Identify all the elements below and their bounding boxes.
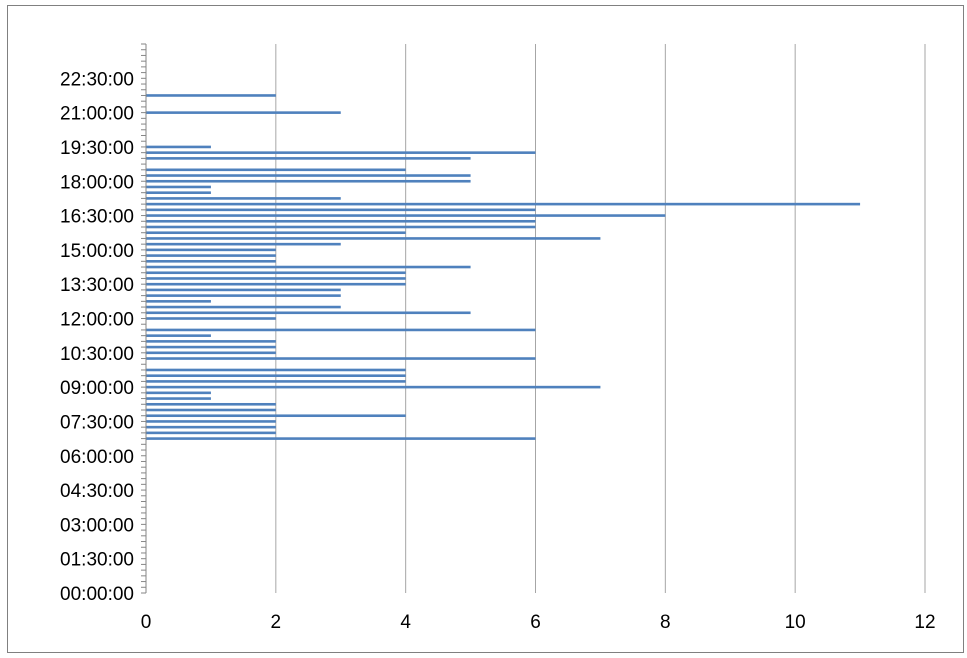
chart-svg: 0 2 4 6 8 10 12 00:00:00 01:30:00 03:00:00 04:30:0… bbox=[60, 43, 936, 633]
x-tick-label-4: 4 bbox=[400, 612, 411, 633]
bar-1700 bbox=[146, 202, 861, 206]
bar-1815 bbox=[146, 174, 471, 177]
bar-0915 bbox=[146, 380, 406, 383]
bar-1230 bbox=[146, 305, 341, 309]
x-tick-label-12: 12 bbox=[914, 612, 935, 633]
bar-1300 bbox=[146, 294, 341, 297]
bar-1315 bbox=[146, 288, 341, 292]
bar-0700 bbox=[146, 431, 276, 435]
bar-1400 bbox=[146, 271, 406, 275]
bar-0815 bbox=[146, 402, 276, 406]
bar-0745 bbox=[146, 414, 406, 418]
y-tick-label-013000: 01:30:00 bbox=[60, 550, 134, 571]
tick-labels: 0 2 4 6 8 10 12 00:00:00 01:30:00 03:00:00 04:30:0… bbox=[60, 69, 936, 633]
bar-0800 bbox=[146, 408, 276, 412]
axes bbox=[141, 43, 147, 594]
y-tick-label-030000: 03:00:00 bbox=[60, 515, 134, 536]
y-tick-label-060000: 06:00:00 bbox=[60, 447, 134, 468]
y-tick-label-103000: 10:30:00 bbox=[60, 344, 134, 365]
y-tick-label-090000: 09:00:00 bbox=[60, 378, 134, 399]
bar-1115 bbox=[146, 334, 211, 337]
y-tick-label-000000: 00:00:00 bbox=[60, 584, 134, 605]
bar-1415 bbox=[146, 265, 471, 269]
bar-2145 bbox=[146, 94, 276, 97]
bar-1800 bbox=[146, 179, 471, 183]
y-tick-label-120000: 12:00:00 bbox=[60, 310, 134, 331]
bar-1645 bbox=[146, 208, 536, 212]
y-tick-label-163000: 16:30:00 bbox=[60, 207, 134, 228]
bar-1130 bbox=[146, 328, 536, 332]
y-tick-label-223000: 22:30:00 bbox=[60, 69, 134, 90]
bar-1615 bbox=[146, 219, 536, 223]
bar-1530 bbox=[146, 237, 601, 240]
x-tick-label-8: 8 bbox=[660, 612, 671, 633]
bar-1215 bbox=[146, 311, 471, 315]
y-tick-label-043000: 04:30:00 bbox=[60, 481, 134, 502]
bar-1515 bbox=[146, 242, 341, 246]
bar-1715 bbox=[146, 197, 341, 200]
bar-0945 bbox=[146, 368, 406, 372]
bar-1245 bbox=[146, 300, 211, 303]
bar-0900 bbox=[146, 385, 601, 389]
x-tick-label-2: 2 bbox=[271, 612, 282, 633]
bar-1600 bbox=[146, 225, 536, 229]
x-tick-label-10: 10 bbox=[785, 612, 806, 633]
bar-1900 bbox=[146, 157, 471, 160]
bar-0715 bbox=[146, 425, 276, 429]
y-tick-label-210000: 21:00:00 bbox=[60, 104, 134, 125]
y-tick-label-150000: 15:00:00 bbox=[60, 241, 134, 262]
bar-1330 bbox=[146, 282, 406, 286]
bar-1745 bbox=[146, 185, 211, 189]
bar-0730 bbox=[146, 420, 276, 423]
bar-1545 bbox=[146, 231, 406, 235]
x-tick-label-0: 0 bbox=[141, 612, 152, 633]
gridlines bbox=[275, 44, 926, 593]
bar-1630 bbox=[146, 214, 666, 217]
bars bbox=[146, 94, 861, 440]
y-tick-label-193000: 19:30:00 bbox=[60, 138, 134, 159]
bar-1445 bbox=[146, 254, 276, 257]
bar-1915 bbox=[146, 151, 536, 154]
bar-1015 bbox=[146, 357, 536, 360]
bar-1730 bbox=[146, 191, 211, 194]
bar-0845 bbox=[146, 391, 211, 395]
bar-1930 bbox=[146, 145, 211, 149]
bar-1200 bbox=[146, 317, 276, 320]
bar-1500 bbox=[146, 248, 276, 252]
bar-2100 bbox=[146, 111, 341, 114]
bar-1345 bbox=[146, 277, 406, 280]
bar-1045 bbox=[146, 345, 276, 349]
bar-0645 bbox=[146, 437, 536, 440]
bar-0830 bbox=[146, 397, 211, 400]
bar-0930 bbox=[146, 374, 406, 377]
x-tick-label-6: 6 bbox=[530, 612, 541, 633]
bar-1030 bbox=[146, 351, 276, 355]
bar-1830 bbox=[146, 168, 406, 172]
bar-1100 bbox=[146, 340, 276, 343]
bar-1430 bbox=[146, 260, 276, 263]
chart-area: 0 2 4 6 8 10 12 00:00:00 01:30:00 03:00:00 04:30:0… bbox=[7, 5, 964, 653]
y-tick-label-073000: 07:30:00 bbox=[60, 412, 134, 433]
y-tick-label-133000: 13:30:00 bbox=[60, 275, 134, 296]
y-tick-label-180000: 18:00:00 bbox=[60, 172, 134, 193]
